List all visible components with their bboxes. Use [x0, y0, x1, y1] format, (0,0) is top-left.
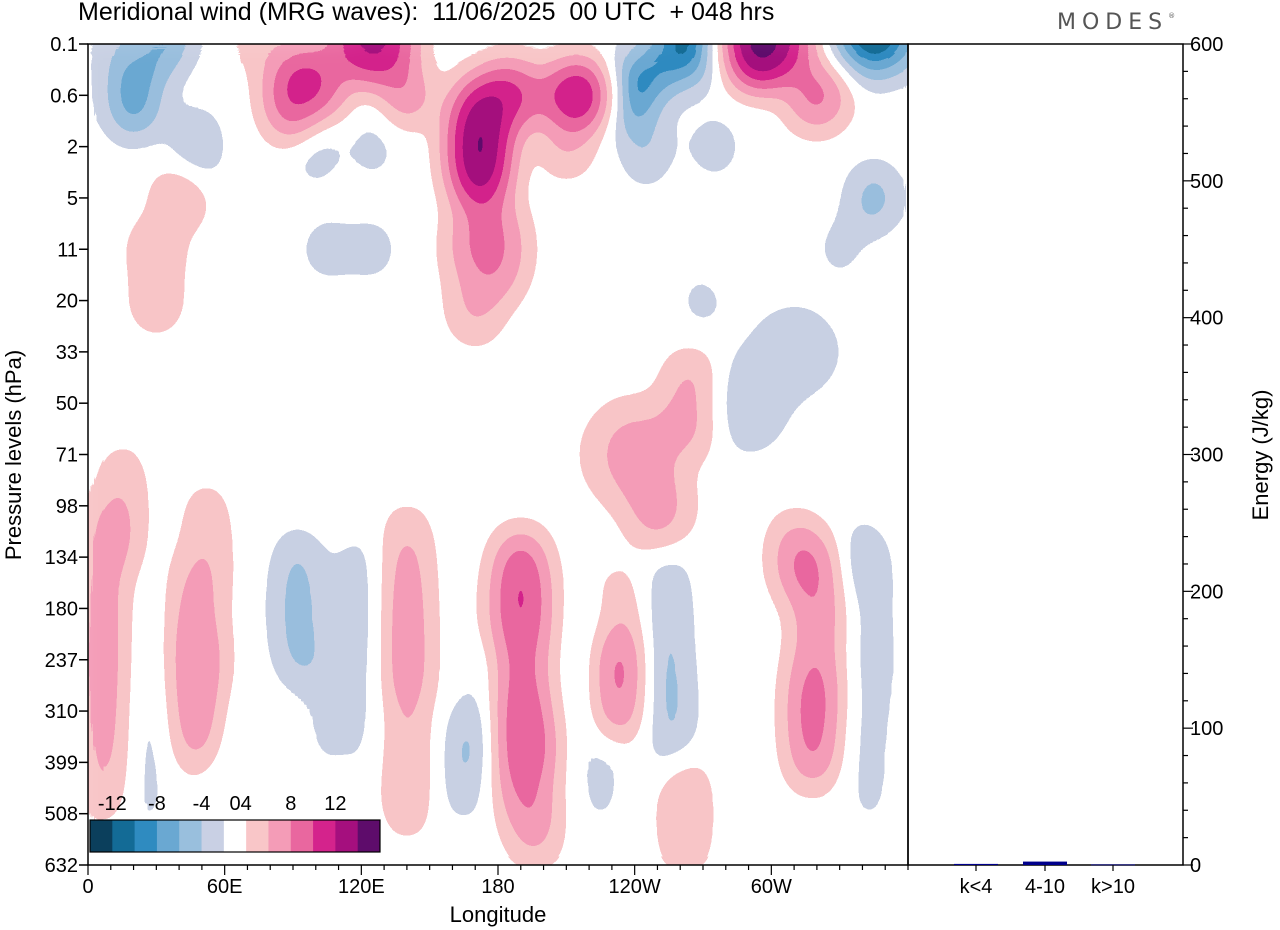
colorbar-swatch — [201, 820, 225, 852]
colorbar-label: 12 — [324, 793, 346, 815]
y-axis-title: Pressure levels (hPa) — [1, 350, 26, 560]
brand-text: MODES — [1057, 10, 1169, 35]
energy-bars: k<4 4-10 k>10 — [954, 861, 1135, 898]
x-tick-label: 60E — [207, 876, 243, 898]
y-tick-label: 180 — [45, 598, 78, 620]
energy-category-label: k<4 — [960, 876, 993, 898]
y-tick-label: 310 — [45, 701, 78, 723]
pressure-axis: 0.1 0.6 2 5 11 20 33 50 71 98 134 180 237 310 399 508 63… — [45, 34, 88, 877]
colorbar-swatch — [313, 820, 336, 852]
colorbar-label: 8 — [285, 793, 296, 815]
y-tick-label: 33 — [56, 342, 78, 364]
y-tick-label: 237 — [45, 650, 78, 672]
x-tick-label: 120W — [609, 876, 661, 898]
registered-mark: ® — [1168, 12, 1176, 20]
energy-category-label: 4-10 — [1025, 876, 1065, 898]
page-title: Meridional wind (MRG waves): 11/06/2025 … — [78, 0, 775, 26]
colorbar-swatch — [335, 820, 359, 852]
y-tick-label: 134 — [45, 547, 78, 569]
energy-category-label: k>10 — [1091, 876, 1135, 898]
y-tick-label: 50 — [56, 393, 78, 415]
colorbar-swatch — [179, 820, 203, 852]
y-tick-label: 98 — [56, 496, 78, 518]
x-tick-label: 180 — [481, 876, 514, 898]
y-tick-label: 2 — [67, 137, 78, 159]
colorbar-swatch — [290, 820, 314, 852]
contour-field — [88, 44, 908, 865]
y-tick-label: 11 — [57, 239, 78, 261]
y-tick-label: 0.6 — [50, 85, 78, 107]
energy-tick-label: 600 — [1190, 34, 1223, 56]
y-tick-label: 399 — [45, 752, 78, 774]
colorbar-swatch — [268, 820, 292, 852]
colorbar-swatch — [90, 820, 113, 852]
energy-bar — [1091, 864, 1135, 866]
energy-axis: 0 100 200 300 400 500 600 — [1183, 34, 1223, 877]
energy-bar — [954, 863, 998, 865]
x-axis-title: Longitude — [450, 902, 547, 927]
colorbar-label: 0 — [229, 793, 240, 815]
colorbar-swatch — [134, 820, 158, 852]
colorbar: -12 -8 -4 0 4 8 12 — [89, 793, 381, 853]
y-tick-label: 508 — [45, 804, 78, 826]
colorbar-swatch — [156, 820, 180, 852]
energy-tick-label: 300 — [1190, 445, 1223, 467]
colorbar-label: -12 — [98, 793, 127, 815]
x-tick-label: 120E — [338, 876, 385, 898]
energy-tick-label: 200 — [1190, 581, 1223, 603]
colorbar-label: -4 — [193, 793, 211, 815]
brand-logo: MODES® — [1057, 10, 1175, 35]
y-tick-label: 632 — [45, 855, 78, 877]
colorbar-label: -8 — [148, 793, 166, 815]
colorbar-label: 4 — [241, 793, 252, 815]
x-tick-label: 0 — [82, 876, 93, 898]
y-tick-label: 5 — [67, 188, 78, 210]
energy-tick-label: 0 — [1190, 855, 1201, 877]
energy-tick-label: 500 — [1190, 171, 1223, 193]
colorbar-swatch — [223, 820, 247, 852]
energy-bar — [1023, 861, 1067, 865]
y-tick-label: 0.1 — [50, 34, 78, 56]
colorbar-swatch — [357, 820, 381, 852]
y-tick-label: 71 — [56, 445, 78, 467]
energy-tick-label: 100 — [1190, 718, 1223, 740]
colorbar-frame — [89, 819, 381, 853]
x-tick-label: 60W — [751, 876, 792, 898]
y-tick-label: 20 — [56, 291, 78, 313]
energy-tick-label: 400 — [1190, 308, 1223, 330]
colorbar-swatch — [246, 820, 269, 852]
energy-plot-frame — [907, 43, 1184, 866]
longitude-axis: 0 60E 120E 180 120W 60W — [82, 865, 909, 898]
energy-axis-title: Energy (J/kg) — [1248, 390, 1273, 521]
colorbar-swatch — [112, 820, 136, 852]
